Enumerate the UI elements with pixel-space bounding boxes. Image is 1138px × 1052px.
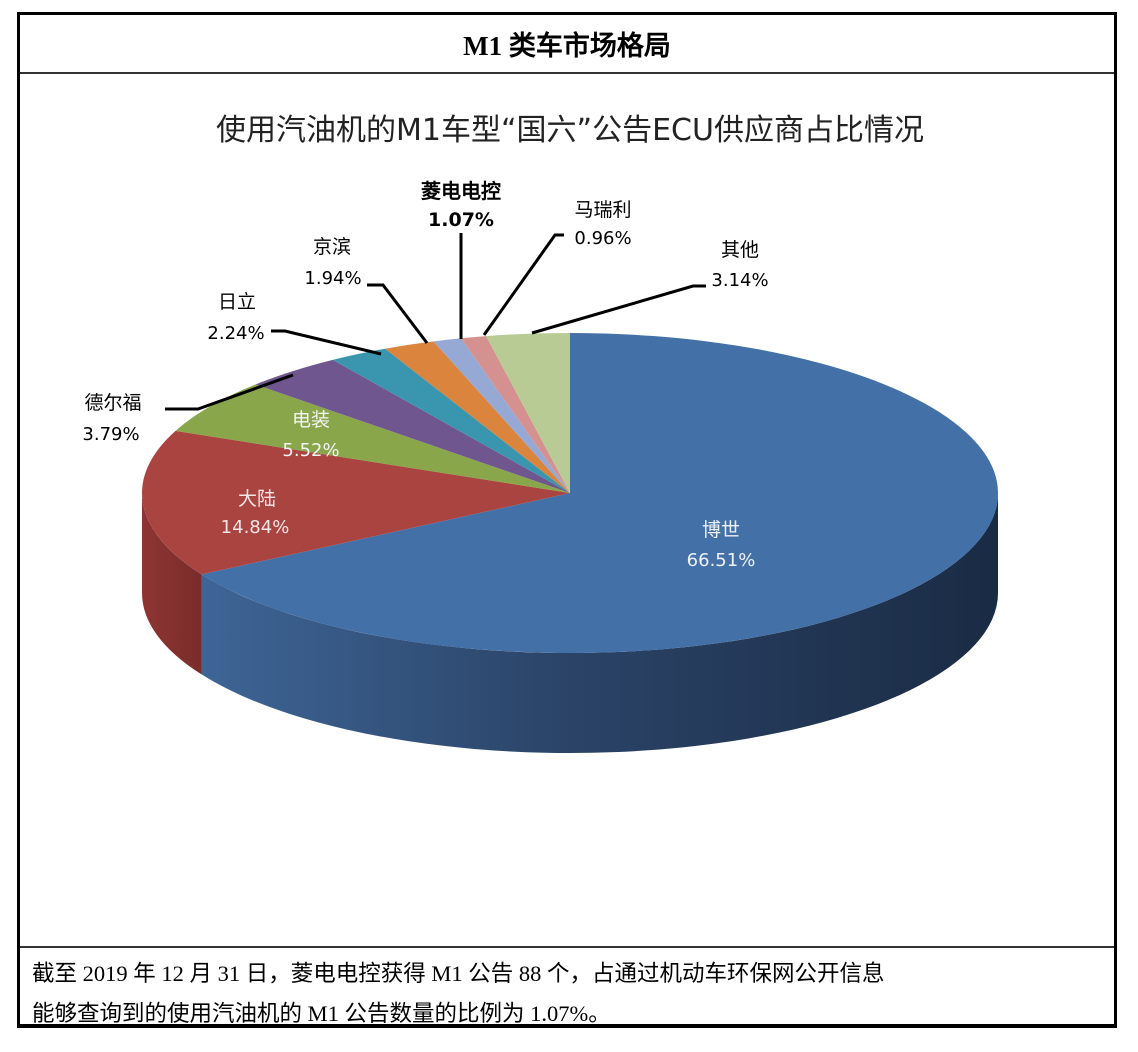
section-title: M1 类车市场格局	[463, 31, 671, 61]
label-other: 其他 3.14%	[711, 239, 768, 291]
caption-line-1: 截至 2019 年 12 月 31 日，菱电电控获得 M1 公告 88 个，占通…	[32, 961, 885, 986]
svg-text:3.79%: 3.79%	[82, 424, 139, 445]
svg-text:2.24%: 2.24%	[207, 323, 264, 344]
label-continental: 大陆 14.84%	[221, 488, 290, 538]
svg-text:1.94%: 1.94%	[304, 268, 361, 289]
label-lingdian: 菱电电控 1.07%	[421, 179, 501, 231]
svg-text:京滨: 京滨	[313, 236, 351, 258]
pie-slice-2	[175, 384, 570, 493]
pie-slice-8	[486, 333, 570, 493]
pie-slices	[141, 333, 998, 753]
label-keihin: 京滨 1.94%	[304, 236, 361, 289]
caption-line-2: 能够查询到的使用汽油机的 M1 公告数量的比例为 1.07%。	[32, 1001, 611, 1026]
pie-slice-5	[385, 341, 570, 493]
svg-text:66.51%: 66.51%	[687, 550, 756, 571]
svg-text:其他: 其他	[721, 239, 759, 261]
svg-text:马瑞利: 马瑞利	[574, 199, 631, 221]
pie-slice-0	[201, 333, 998, 653]
report-frame: M1 类车市场格局 使用汽油机的M1车型“国六”公告ECU供应商占比情况	[17, 12, 1117, 1028]
pie-chart-svg: 使用汽油机的M1车型“国六”公告ECU供应商占比情况 德尔福 3.79% 日立 …	[82, 113, 998, 753]
svg-text:3.14%: 3.14%	[711, 270, 768, 291]
leader-lines	[165, 233, 706, 411]
pie-slice-6	[433, 338, 570, 493]
label-bosch: 博世 66.51%	[687, 519, 756, 571]
svg-text:5.52%: 5.52%	[282, 440, 339, 461]
chart-title: 使用汽油机的M1车型“国六”公告ECU供应商占比情况	[216, 113, 924, 148]
svg-text:大陆: 大陆	[238, 488, 276, 510]
svg-text:电装: 电装	[292, 409, 330, 431]
svg-text:菱电电控: 菱电电控	[421, 179, 501, 203]
svg-text:博世: 博世	[702, 519, 740, 541]
label-marelli: 马瑞利 0.96%	[574, 199, 631, 249]
label-denso: 电装 5.52%	[282, 409, 339, 461]
svg-text:1.07%: 1.07%	[428, 209, 494, 231]
label-hitachi: 日立 2.24%	[207, 291, 264, 344]
svg-text:日立: 日立	[218, 291, 256, 313]
section-header: M1 类车市场格局	[20, 15, 1114, 74]
pie-chart: 使用汽油机的M1车型“国六”公告ECU供应商占比情况 德尔福 3.79% 日立 …	[20, 72, 1114, 946]
svg-text:0.96%: 0.96%	[574, 228, 631, 249]
svg-text:14.84%: 14.84%	[221, 517, 290, 538]
label-delphi: 德尔福 3.79%	[82, 392, 141, 445]
pie-slice-3	[255, 359, 570, 493]
caption-text: 截至 2019 年 12 月 31 日，菱电电控获得 M1 公告 88 个，占通…	[20, 946, 1114, 1026]
svg-text:德尔福: 德尔福	[84, 392, 141, 414]
pie-slice-4	[332, 348, 570, 493]
pie-slice-7	[460, 336, 570, 493]
pie-slice-1	[141, 430, 570, 575]
